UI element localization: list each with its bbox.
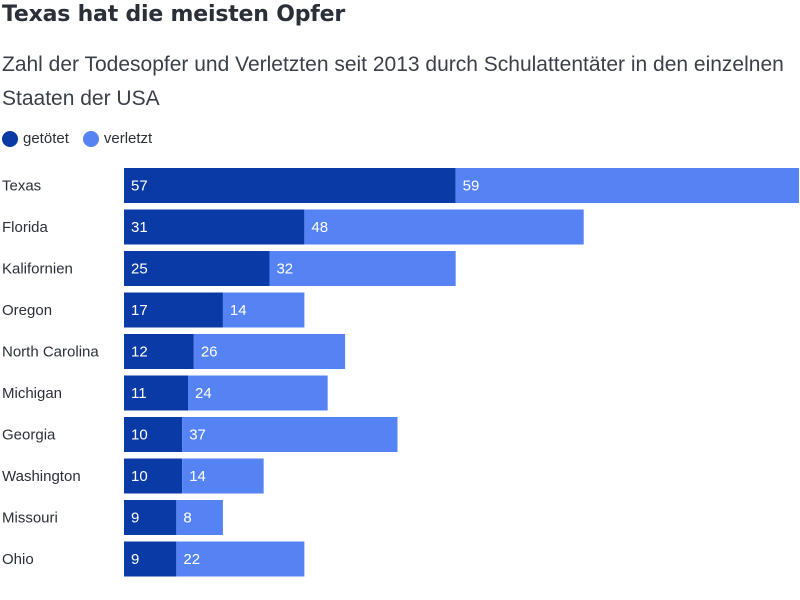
legend-swatch-injured xyxy=(82,130,99,147)
value-label-injured-georgia: 37 xyxy=(189,427,206,444)
value-label-injured-michigan: 24 xyxy=(195,385,212,402)
legend-item-killed: getötet xyxy=(2,130,69,147)
chart-subtitle: Zahl der Todesopfer und Verletzten seit … xyxy=(2,53,784,110)
bar-killed-kalifornien xyxy=(124,251,270,286)
value-label-killed-oregon: 17 xyxy=(131,302,148,319)
category-label-kalifornien: Kalifornien xyxy=(2,261,73,278)
value-label-killed-washington: 10 xyxy=(131,468,148,485)
value-label-injured-oregon: 14 xyxy=(230,302,247,319)
bar-injured-ohio xyxy=(176,541,305,577)
category-label-georgia: Georgia xyxy=(2,427,56,444)
legend: getötet verletzt xyxy=(2,130,166,147)
bar-injured-missouri xyxy=(176,500,223,535)
value-label-injured-missouri: 8 xyxy=(183,510,191,527)
legend-item-injured: verletzt xyxy=(82,130,153,147)
value-label-killed-florida: 31 xyxy=(131,219,148,236)
value-label-killed-michigan: 11 xyxy=(131,385,147,402)
bar-killed-georgia xyxy=(124,417,183,452)
category-label-washington: Washington xyxy=(2,468,81,485)
bar-injured-texas xyxy=(455,168,799,203)
bar-killed-washington xyxy=(124,458,183,494)
value-label-killed-georgia: 10 xyxy=(131,427,148,444)
value-label-killed-missouri: 9 xyxy=(131,510,139,527)
category-label-florida: Florida xyxy=(2,219,49,236)
bar-injured-washington xyxy=(182,458,264,494)
category-label-missouri: Missouri xyxy=(2,510,58,527)
bar-killed-michigan xyxy=(124,375,189,411)
bar-killed-missouri xyxy=(124,500,177,535)
category-label-north-carolina: North Carolina xyxy=(2,344,99,361)
category-label-oregon: Oregon xyxy=(2,302,52,319)
value-label-injured-kalifornien: 32 xyxy=(276,261,293,278)
bar-injured-oregon xyxy=(222,292,305,328)
bar-killed-oregon xyxy=(124,292,223,328)
value-label-injured-ohio: 22 xyxy=(183,551,200,568)
bar-injured-kalifornien xyxy=(269,251,456,286)
legend-label-injured: verletzt xyxy=(103,130,153,147)
value-label-killed-kalifornien: 25 xyxy=(131,261,148,278)
bar-injured-michigan xyxy=(188,375,328,411)
value-label-killed-texas: 57 xyxy=(131,178,148,195)
legend-label-killed: getötet xyxy=(23,130,69,147)
bar-injured-florida xyxy=(304,209,584,245)
bar-injured-north-carolina xyxy=(193,334,346,369)
value-label-injured-north-carolina: 26 xyxy=(201,344,218,361)
value-label-injured-washington: 14 xyxy=(189,468,206,485)
bar-killed-north-carolina xyxy=(124,334,194,369)
category-label-ohio: Ohio xyxy=(2,551,34,568)
value-label-killed-ohio: 9 xyxy=(131,551,139,568)
bar-killed-ohio xyxy=(124,541,177,577)
category-label-texas: Texas xyxy=(2,178,41,195)
value-label-injured-florida: 48 xyxy=(311,219,328,236)
value-label-killed-north-carolina: 12 xyxy=(131,344,148,361)
bar-injured-georgia xyxy=(182,417,398,452)
bar-killed-texas xyxy=(124,168,456,203)
chart-title: Texas hat die meisten Opfer xyxy=(2,2,345,27)
category-label-michigan: Michigan xyxy=(2,385,62,402)
value-label-injured-texas: 59 xyxy=(463,178,480,195)
legend-swatch-killed xyxy=(2,130,18,147)
bar-killed-florida xyxy=(124,209,305,245)
